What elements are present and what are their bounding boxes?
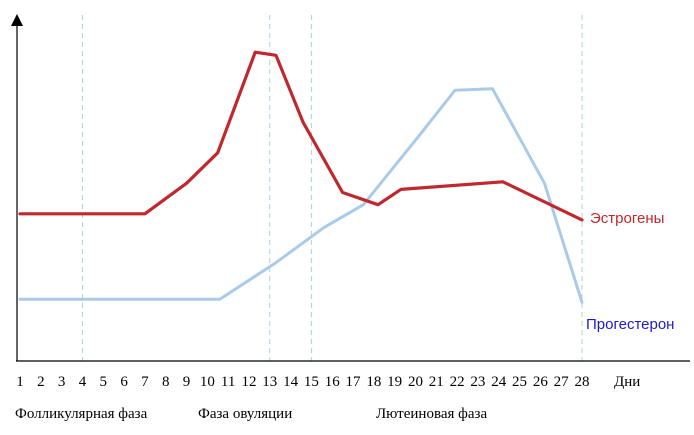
x-tick-label: 17 (346, 374, 362, 390)
x-axis-label: Дни (614, 374, 640, 390)
x-tick-label: 27 (554, 374, 570, 390)
x-tick-label: 28 (575, 374, 590, 390)
series-line-progesterone (18, 87, 584, 304)
x-tick-label: 26 (533, 374, 549, 390)
x-tick-label: 22 (450, 374, 465, 390)
x-tick-label: 4 (79, 374, 87, 390)
x-tick-label: 14 (283, 374, 299, 390)
legend-progesterone: Прогестерон (586, 316, 674, 333)
x-tick-label: 10 (200, 374, 215, 390)
x-tick-label: 13 (262, 374, 277, 390)
x-tick-label: 8 (162, 374, 170, 390)
x-tick-label: 9 (183, 374, 191, 390)
vertical-gridlines (81, 15, 583, 361)
x-tick-label: 25 (512, 374, 527, 390)
x-tick-label: 7 (141, 374, 149, 390)
x-tick-label: 19 (387, 374, 402, 390)
x-tick-labels: 1 2 3 4 5 6 7 8 9 10 11 12 13 14 15 16 17 18 19 20 21 22 23 24 2… (16, 374, 589, 390)
series-line-estrogen (18, 50, 584, 222)
x-tick-label: 23 (470, 374, 485, 390)
x-tick-label: 6 (120, 374, 128, 390)
x-tick-label: 2 (37, 374, 45, 390)
legend-estrogen: Эстрогены (590, 210, 664, 227)
x-tick-label: 16 (325, 374, 341, 390)
x-tick-label: 24 (491, 374, 507, 390)
x-tick-label: 20 (408, 374, 423, 390)
x-tick-label: 21 (429, 374, 444, 390)
phase-follicular-label: Фолликулярная фаза (15, 406, 148, 422)
phase-ovulation-label: Фаза овуляции (198, 406, 292, 422)
x-tick-label: 5 (100, 374, 108, 390)
x-tick-label: 15 (304, 374, 319, 390)
x-tick-label: 18 (366, 374, 381, 390)
x-tick-label: 1 (16, 374, 24, 390)
x-tick-label: 3 (58, 374, 66, 390)
x-tick-label: 11 (221, 374, 235, 390)
x-tick-label: 12 (241, 374, 256, 390)
phase-luteal-label: Лютеиновая фаза (376, 406, 487, 422)
series-lines (18, 50, 584, 304)
